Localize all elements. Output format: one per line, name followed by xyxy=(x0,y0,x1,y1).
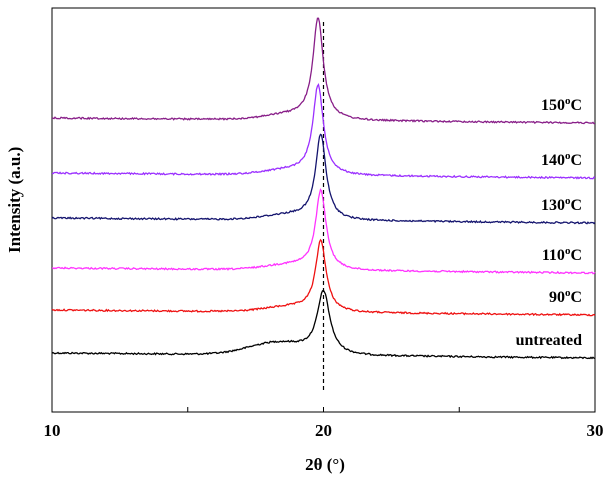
series-label: 150oC xyxy=(541,95,582,114)
series-group xyxy=(51,17,596,360)
series-line xyxy=(51,289,596,360)
series-line xyxy=(51,238,596,317)
series-labels: untreated 90oC 110oC 130oC 140oC 150oC xyxy=(516,95,582,349)
x-tick-label: 20 xyxy=(315,421,332,440)
series-line xyxy=(51,188,596,275)
series-label: 90oC xyxy=(549,287,582,306)
series-line xyxy=(51,17,596,125)
series-label: 130oC xyxy=(541,195,582,214)
x-tick-label: 10 xyxy=(44,421,61,440)
series-line xyxy=(51,82,596,180)
x-tick-label: 30 xyxy=(587,421,604,440)
series-label: 110oC xyxy=(542,245,582,264)
series-label: 140oC xyxy=(541,150,582,169)
x-tick-labels: 10 20 30 xyxy=(44,421,604,440)
series-line xyxy=(51,133,596,225)
series-label: untreated xyxy=(516,332,582,349)
x-axis-label: 2θ (°) xyxy=(305,455,345,474)
x-axis-ticks xyxy=(51,407,596,412)
y-axis-label: Intensity (a.u.) xyxy=(5,146,24,254)
